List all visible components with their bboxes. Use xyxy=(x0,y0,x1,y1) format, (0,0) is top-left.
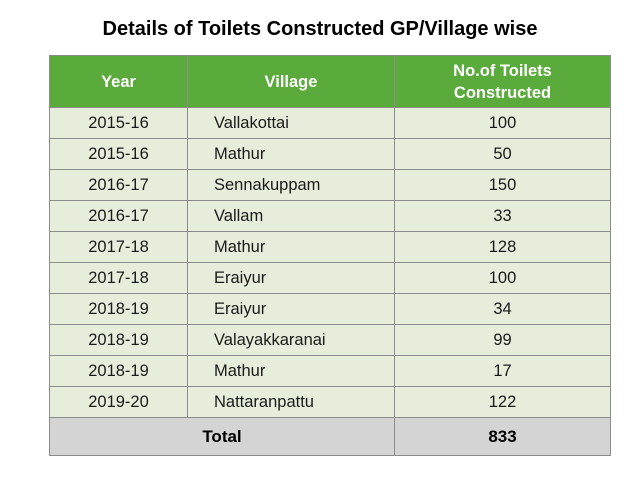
header-count-line2: Constructed xyxy=(453,83,552,102)
table-row: 2017-18 Mathur 128 xyxy=(49,231,611,263)
cell-village: Sennakuppam xyxy=(187,169,395,201)
table-row: 2015-16 Vallakottai 100 xyxy=(49,107,611,139)
cell-count: 99 xyxy=(394,324,611,356)
table-row: 2019-20 Nattaranpattu 122 xyxy=(49,386,611,418)
total-value: 833 xyxy=(394,417,611,456)
cell-village: Eraiyur xyxy=(187,293,395,325)
table-row: 2018-19 Mathur 17 xyxy=(49,355,611,387)
cell-count: 150 xyxy=(394,169,611,201)
cell-year: 2019-20 xyxy=(49,386,188,418)
header-count-line1: No.of Toilets xyxy=(453,61,552,80)
table-row: 2017-18 Eraiyur 100 xyxy=(49,262,611,294)
table-row: 2016-17 Vallam 33 xyxy=(49,200,611,232)
cell-village: Eraiyur xyxy=(187,262,395,294)
cell-count: 122 xyxy=(394,386,611,418)
cell-village: Vallam xyxy=(187,200,395,232)
table-row: 2015-16 Mathur 50 xyxy=(49,138,611,170)
cell-count: 128 xyxy=(394,231,611,263)
cell-year: 2016-17 xyxy=(49,169,188,201)
cell-count: 17 xyxy=(394,355,611,387)
page-title: Details of Toilets Constructed GP/Villag… xyxy=(102,18,538,40)
table-row: 2018-19 Valayakkaranai 99 xyxy=(49,324,611,356)
toilets-table: Year Village No.of Toilets Constructed 2… xyxy=(49,55,611,456)
cell-year: 2015-16 xyxy=(49,107,188,139)
header-count: No.of Toilets Constructed xyxy=(394,55,611,108)
cell-year: 2016-17 xyxy=(49,200,188,232)
total-label: Total xyxy=(49,417,395,456)
cell-village: Mathur xyxy=(187,355,395,387)
table-row: 2016-17 Sennakuppam 150 xyxy=(49,169,611,201)
cell-count: 33 xyxy=(394,200,611,232)
header-village: Village xyxy=(187,55,395,108)
cell-year: 2018-19 xyxy=(49,355,188,387)
table-header-row: Year Village No.of Toilets Constructed xyxy=(49,55,611,108)
cell-count: 100 xyxy=(394,107,611,139)
header-year: Year xyxy=(49,55,188,108)
cell-count: 100 xyxy=(394,262,611,294)
cell-village: Nattaranpattu xyxy=(187,386,395,418)
cell-year: 2015-16 xyxy=(49,138,188,170)
cell-year: 2018-19 xyxy=(49,293,188,325)
cell-village: Vallakottai xyxy=(187,107,395,139)
cell-village: Mathur xyxy=(187,138,395,170)
table-row: 2018-19 Eraiyur 34 xyxy=(49,293,611,325)
cell-year: 2017-18 xyxy=(49,262,188,294)
cell-count: 50 xyxy=(394,138,611,170)
cell-year: 2018-19 xyxy=(49,324,188,356)
cell-village: Valayakkaranai xyxy=(187,324,395,356)
total-row: Total 833 xyxy=(49,417,611,456)
cell-year: 2017-18 xyxy=(49,231,188,263)
cell-count: 34 xyxy=(394,293,611,325)
cell-village: Mathur xyxy=(187,231,395,263)
